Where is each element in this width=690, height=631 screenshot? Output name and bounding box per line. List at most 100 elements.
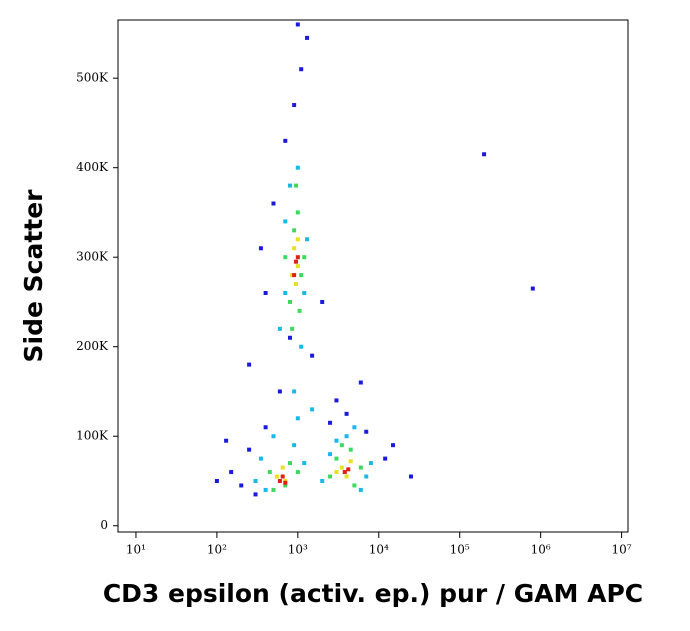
point	[344, 474, 349, 479]
point	[292, 443, 297, 448]
y-tick-label: 500K	[76, 71, 109, 85]
point	[328, 452, 333, 457]
point	[391, 443, 396, 448]
y-tick-label: 100K	[76, 429, 109, 443]
x-tick-label: 10⁵	[450, 543, 470, 557]
point	[267, 470, 272, 475]
point	[224, 438, 229, 443]
x-tick-label: 10¹	[126, 543, 146, 557]
point	[294, 259, 299, 264]
point	[299, 344, 304, 349]
point	[290, 326, 295, 331]
point	[302, 461, 307, 466]
point	[277, 326, 282, 331]
point	[320, 299, 325, 304]
point	[328, 474, 333, 479]
point	[290, 273, 295, 278]
y-tick-label: 200K	[76, 339, 109, 353]
point	[334, 398, 339, 403]
point	[368, 461, 373, 466]
point	[295, 416, 300, 421]
point	[295, 210, 300, 215]
point	[271, 487, 276, 492]
point	[271, 434, 276, 439]
point	[364, 474, 369, 479]
point	[295, 165, 300, 170]
point	[348, 459, 353, 464]
point	[247, 447, 252, 452]
y-tick-label: 300K	[76, 250, 109, 264]
x-tick-label: 10⁷	[612, 543, 632, 557]
point	[247, 362, 252, 367]
point	[258, 456, 263, 461]
point	[214, 478, 219, 483]
point	[292, 246, 297, 251]
point	[299, 67, 304, 72]
point	[302, 255, 307, 260]
point	[292, 273, 297, 278]
point	[239, 483, 244, 488]
point	[283, 255, 288, 260]
point	[283, 480, 288, 485]
point	[283, 138, 288, 143]
point	[280, 474, 285, 479]
point	[299, 273, 304, 278]
point	[229, 470, 234, 475]
point	[263, 425, 268, 430]
point	[344, 434, 349, 439]
point	[530, 286, 535, 291]
point	[292, 103, 297, 108]
point	[283, 483, 288, 488]
point	[274, 474, 279, 479]
point	[277, 389, 282, 394]
point	[253, 492, 258, 497]
point	[383, 456, 388, 461]
point	[253, 478, 258, 483]
point	[287, 183, 292, 188]
point	[287, 299, 292, 304]
y-tick-label: 400K	[76, 160, 109, 174]
point	[271, 201, 276, 206]
point	[295, 22, 300, 27]
point	[334, 470, 339, 475]
x-tick-label: 10³	[288, 543, 308, 557]
point	[352, 425, 357, 430]
point	[292, 228, 297, 233]
x-tick-label: 10⁶	[531, 543, 551, 557]
point	[277, 478, 282, 483]
point	[280, 465, 285, 470]
point	[482, 152, 487, 157]
point	[320, 478, 325, 483]
point	[305, 35, 310, 40]
point	[294, 183, 299, 188]
point	[310, 407, 315, 412]
point	[283, 219, 288, 224]
point	[358, 465, 363, 470]
point	[305, 237, 310, 242]
point	[258, 246, 263, 251]
point	[292, 389, 297, 394]
point	[339, 443, 344, 448]
point	[348, 447, 353, 452]
point	[295, 237, 300, 242]
x-axis-title: CD3 epsilon (activ. ep.) pur / GAM APC	[103, 579, 643, 608]
point	[287, 461, 292, 466]
point	[334, 438, 339, 443]
point	[287, 335, 292, 340]
point	[352, 483, 357, 488]
point	[263, 291, 268, 296]
point	[302, 291, 307, 296]
point	[358, 487, 363, 492]
point	[408, 474, 413, 479]
point	[344, 411, 349, 416]
point	[334, 456, 339, 461]
point	[310, 353, 315, 358]
point	[295, 470, 300, 475]
x-tick-label: 10²	[207, 543, 227, 557]
point	[283, 291, 288, 296]
point	[263, 487, 268, 492]
y-axis-title: Side Scatter	[19, 189, 48, 363]
point	[295, 255, 300, 260]
point	[342, 470, 347, 475]
